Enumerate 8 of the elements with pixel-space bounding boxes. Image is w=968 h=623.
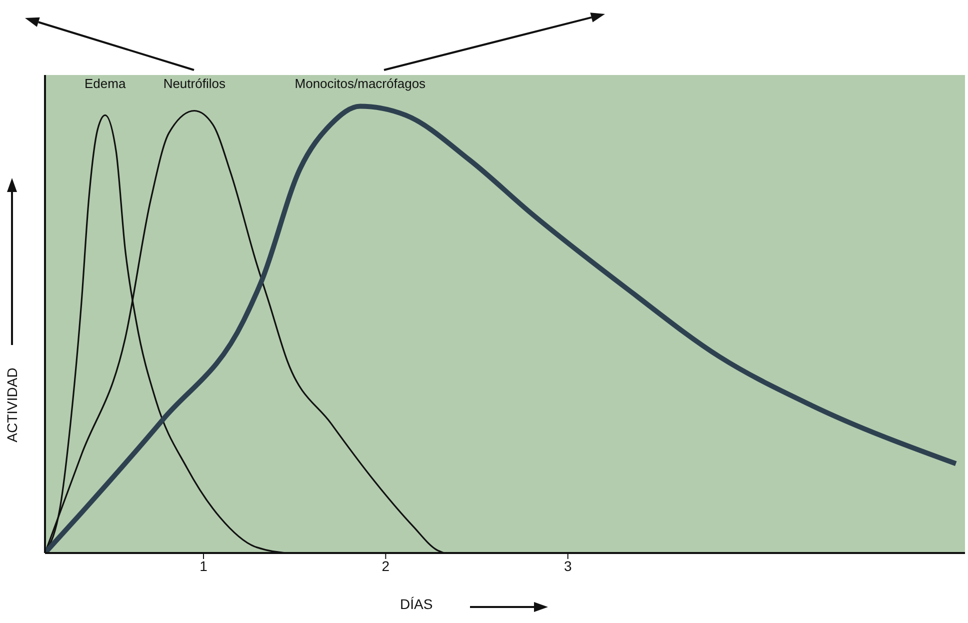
- text: Edema: [84, 76, 126, 91]
- y-axis-title: ACTIVIDAD: [4, 368, 20, 442]
- text: Neutrófilos: [163, 76, 226, 91]
- x-tick-label: 1: [200, 558, 208, 574]
- series-label: Monocitos/macrófagos: [294, 76, 426, 91]
- x-axis-title: DÍAS: [400, 596, 433, 612]
- x-tick-label: 3: [564, 558, 572, 574]
- x-tick-label: 2: [382, 558, 390, 574]
